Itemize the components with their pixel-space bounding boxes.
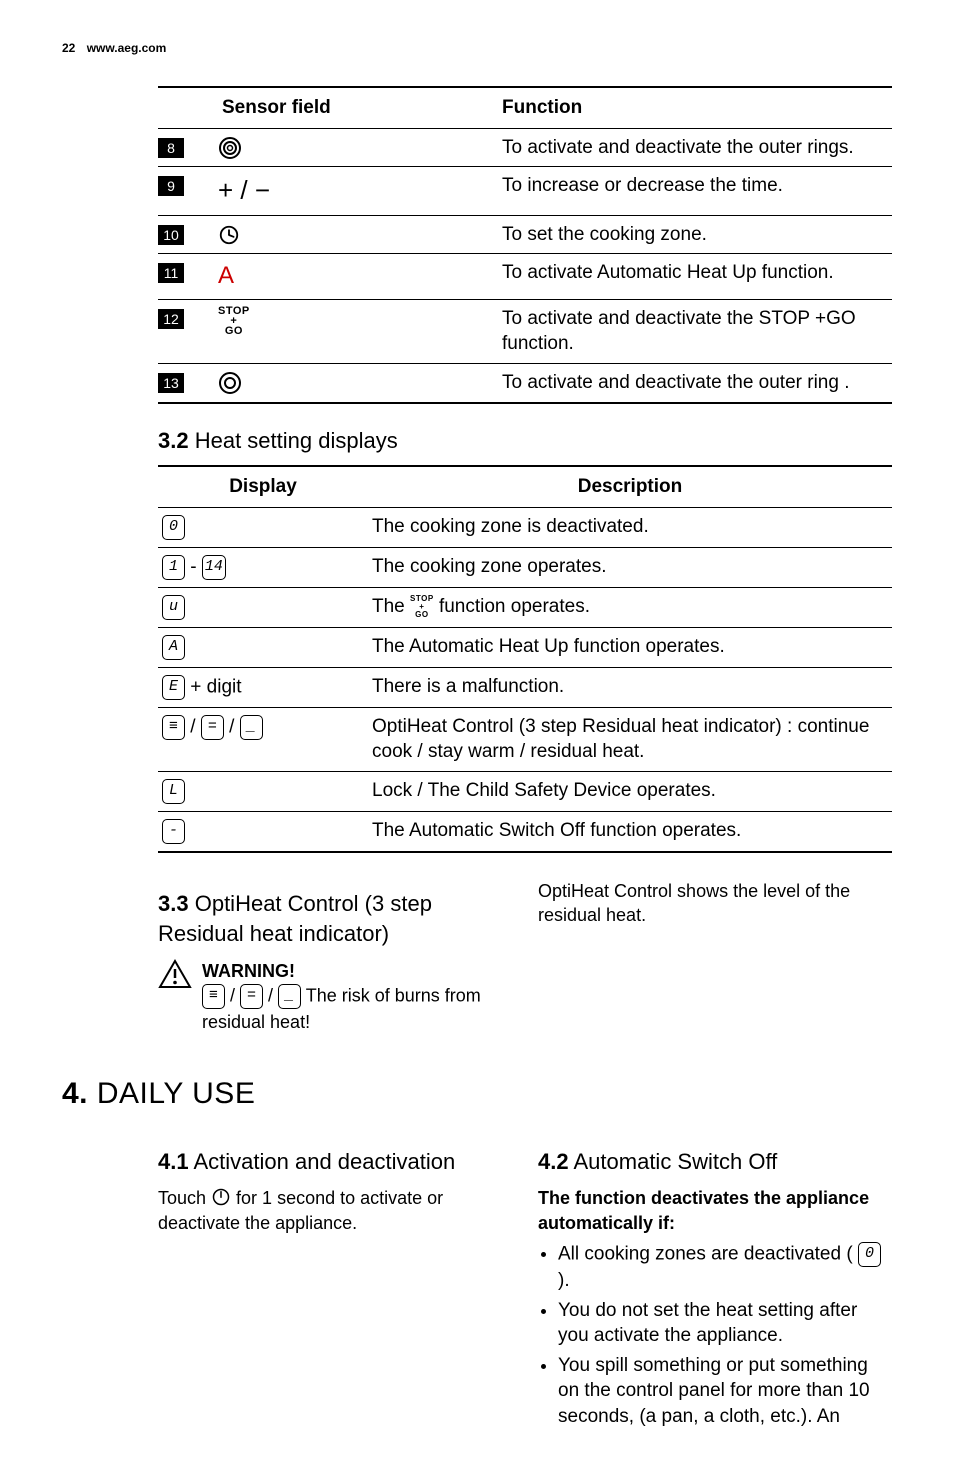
section-3-3-right-text: OptiHeat Control shows the level of the … <box>538 875 892 928</box>
segment-display-icon: _ <box>278 984 301 1009</box>
table-row: 0 The cooking zone is deactivated. <box>158 507 892 547</box>
warning-text: ≡ / = / _ The risk of burns from residua… <box>202 983 512 1034</box>
warning-title: WARNING! <box>202 959 512 983</box>
power-icon <box>211 1187 231 1207</box>
display-cell: ≡ / = / _ <box>158 707 368 771</box>
auto-heatup-icon: A <box>218 262 234 289</box>
function-text: To activate and deactivate the STOP +GO … <box>498 299 892 363</box>
section-4-1-title: 4.1 Activation and deactivation <box>158 1147 512 1177</box>
table-row: A The Automatic Heat Up function operates… <box>158 627 892 667</box>
segment-display-icon: u <box>162 595 185 620</box>
display-cell: - <box>158 812 368 853</box>
display-cell: E + digit <box>158 667 368 707</box>
list-item: You do not set the heat setting after yo… <box>558 1298 892 1349</box>
row-number-badge: 13 <box>158 373 184 393</box>
description-cell: The cooking zone is deactivated. <box>368 507 892 547</box>
function-text: To set the cooking zone. <box>498 215 892 254</box>
sensor-field-table: Sensor field Function 8 To activate and d… <box>158 86 892 403</box>
col-function: Function <box>498 87 892 128</box>
table-row: 12 STOP+GO To activate and deactivate the … <box>158 299 892 363</box>
page-header: 22 www.aeg.com <box>62 40 892 56</box>
col-sensor: Sensor field <box>218 87 498 128</box>
segment-display-icon: A <box>162 635 185 660</box>
table-row: 13 To activate and deactivate the outer r… <box>158 363 892 402</box>
stop-go-icon: STOP+GO <box>410 595 434 619</box>
section-3-3-title: 3.3 OptiHeat Control (3 step Residual he… <box>158 889 512 948</box>
table-row: L Lock / The Child Safety Device operates… <box>158 772 892 812</box>
display-cell: L <box>158 772 368 812</box>
description-cell: The Automatic Heat Up function operates. <box>368 627 892 667</box>
section-4-1-body: Touch for 1 second to activate or deacti… <box>158 1186 512 1235</box>
segment-display-icon: E <box>162 675 185 700</box>
function-text: To activate and deactivate the outer rin… <box>498 128 892 167</box>
function-text: To increase or decrease the time. <box>498 167 892 215</box>
section-4-2-lead: The function deactivates the appliance a… <box>538 1186 892 1235</box>
segment-display-icon: 0 <box>162 515 185 540</box>
stop-go-icon: STOP+GO <box>218 306 250 336</box>
row-number-badge: 8 <box>158 138 184 158</box>
outer-ring-icon <box>218 371 242 395</box>
row-number-badge: 9 <box>158 176 184 196</box>
section-4-2-title: 4.2 Automatic Switch Off <box>538 1147 892 1177</box>
chapter-4-title: 4. DAILY USE <box>62 1074 892 1115</box>
display-cell: 0 <box>158 507 368 547</box>
row-number-badge: 10 <box>158 225 184 245</box>
table-row: 8 To activate and deactivate the outer ri… <box>158 128 892 167</box>
table-row: 1 - 14The cooking zone operates. <box>158 547 892 587</box>
table-row: E + digitThere is a malfunction. <box>158 667 892 707</box>
description-cell: The STOP+GO function operates. <box>368 587 892 627</box>
description-cell: Lock / The Child Safety Device operates. <box>368 772 892 812</box>
segment-display-icon: 1 <box>162 555 185 580</box>
segment-display-icon: ≡ <box>162 715 185 740</box>
header-url: www.aeg.com <box>87 41 167 55</box>
segment-display-icon: = <box>201 715 224 740</box>
row-number-badge: 12 <box>158 309 184 329</box>
col-blank <box>158 87 218 128</box>
display-cell: A <box>158 627 368 667</box>
col-display: Display <box>158 466 368 507</box>
function-text: To activate and deactivate the outer rin… <box>498 363 892 402</box>
segment-display-icon: L <box>162 779 185 804</box>
table-row: 9 + / − To increase or decrease the time. <box>158 167 892 215</box>
description-cell: The cooking zone operates. <box>368 547 892 587</box>
clock-icon <box>218 224 240 246</box>
table-row: - The Automatic Switch Off function opera… <box>158 812 892 853</box>
warning-block: WARNING! ≡ / = / _ The risk of burns fro… <box>158 959 512 1035</box>
display-cell: u <box>158 587 368 627</box>
display-table: Display Description 0 The cooking zone is… <box>158 465 892 853</box>
description-cell: The Automatic Switch Off function operat… <box>368 812 892 853</box>
segment-display-icon: = <box>240 984 263 1009</box>
section-4-2-bullets: All cooking zones are deactivated ( 0 ).… <box>538 1241 892 1430</box>
outer-rings-icon <box>218 136 242 160</box>
display-cell: 1 - 14 <box>158 547 368 587</box>
list-item: You spill something or put something on … <box>558 1353 892 1430</box>
segment-display-icon: - <box>162 819 185 844</box>
function-text: To activate Automatic Heat Up function. <box>498 254 892 299</box>
segment-display-icon: ≡ <box>202 984 225 1009</box>
description-cell: There is a malfunction. <box>368 667 892 707</box>
segment-display-icon: _ <box>240 715 263 740</box>
segment-display-icon: 14 <box>202 555 226 580</box>
segment-display-icon: 0 <box>858 1242 881 1267</box>
section-3-2-title: 3.2 Heat setting displays <box>158 426 892 456</box>
page-number: 22 <box>62 40 75 56</box>
warning-icon <box>158 959 192 989</box>
table-row: ≡ / = / _OptiHeat Control (3 step Residu… <box>158 707 892 771</box>
description-cell: OptiHeat Control (3 step Residual heat i… <box>368 707 892 771</box>
plus-minus-icon: + / − <box>218 175 270 205</box>
table-row: 10 To set the cooking zone. <box>158 215 892 254</box>
table-row: u The STOP+GO function operates. <box>158 587 892 627</box>
col-description: Description <box>368 466 892 507</box>
table-row: 11 A To activate Automatic Heat Up functio… <box>158 254 892 299</box>
list-item: All cooking zones are deactivated ( 0 ). <box>558 1241 892 1294</box>
row-number-badge: 11 <box>158 263 184 283</box>
